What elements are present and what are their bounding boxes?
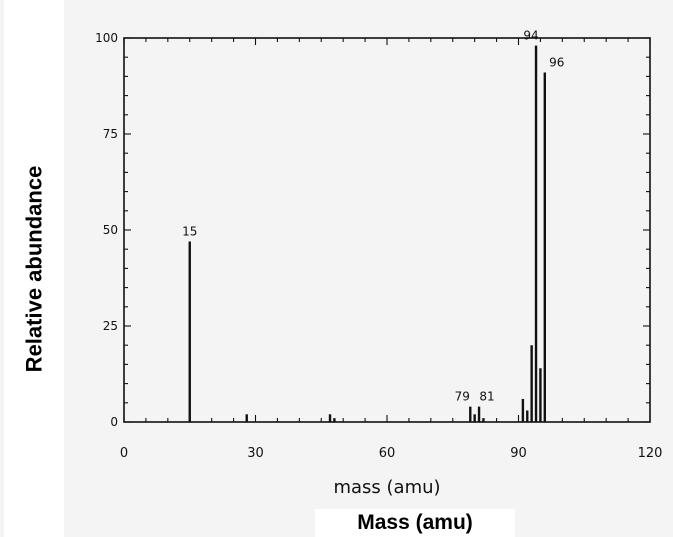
y-tick-label: 25 [103, 319, 118, 333]
y-tick-label: 75 [103, 127, 118, 141]
peak-label: 81 [479, 390, 494, 404]
y-axis-label-text: Relative abundance [21, 165, 47, 372]
x-tick-label: 60 [379, 446, 396, 461]
y-tick-labels: 0 25 50 75 100 [95, 31, 118, 429]
peak-labels: 15 79 81 94 96 [182, 29, 564, 404]
tick-marks [123, 37, 651, 423]
peak-label: 96 [549, 56, 564, 70]
x-tick-label: 90 [510, 446, 527, 461]
x-tick-label: 30 [247, 446, 264, 461]
x-tick-label: 120 [638, 446, 663, 461]
peak-label: 94 [523, 29, 538, 43]
x-axis-title: mass (amu) [333, 477, 440, 498]
x-tick-label: 0 [120, 446, 128, 461]
y-axis-label-overlay: Relative abundance [4, 0, 64, 537]
x-axis-label-overlay: Mass (amu) [315, 509, 515, 537]
x-tick-labels: 0 30 60 90 120 [120, 446, 663, 461]
x-axis-label-text: Mass (amu) [357, 511, 473, 534]
y-tick-label: 0 [110, 415, 118, 429]
y-tick-label: 100 [95, 31, 118, 45]
y-tick-label: 50 [103, 223, 118, 237]
peak-label: 79 [455, 390, 470, 404]
plot-frame [123, 37, 651, 423]
spectrum-peaks [188, 45, 546, 422]
peak-label: 15 [182, 225, 197, 239]
